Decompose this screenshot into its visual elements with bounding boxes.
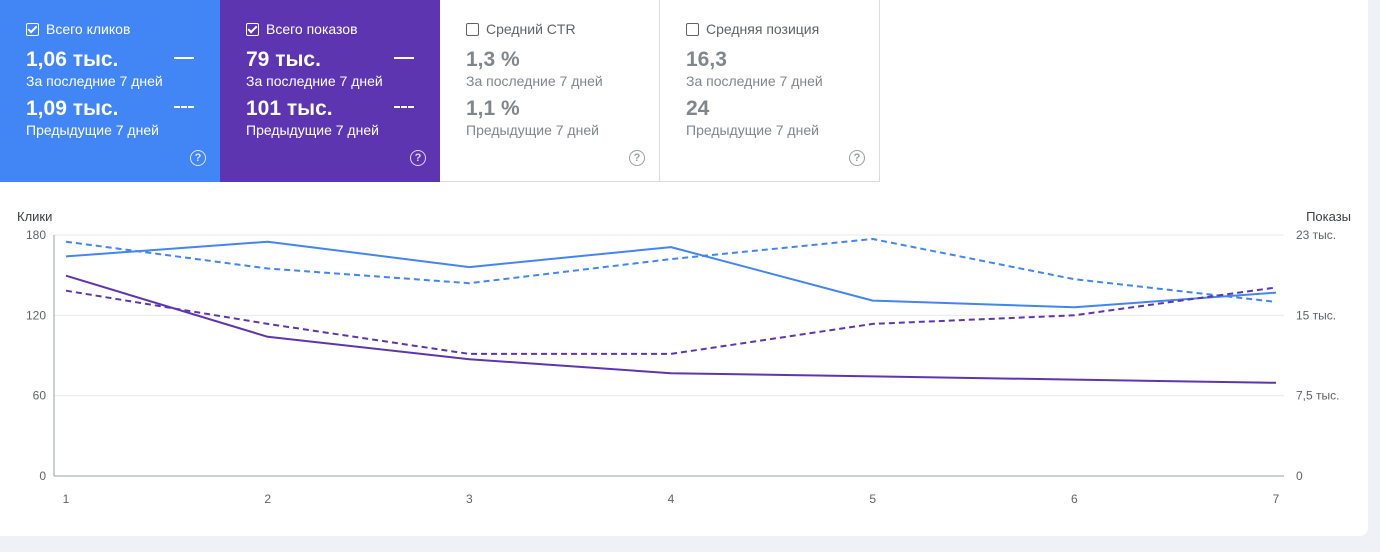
metric-card-impressions[interactable]: Всего показов 79 тыс. За последние 7 дне… xyxy=(220,0,440,182)
previous-period-label: Предыдущие 7 дней xyxy=(686,122,819,138)
card-label: Всего кликов xyxy=(46,21,131,37)
current-period-label: За последние 7 дней xyxy=(686,73,823,89)
y-right-tick-label: 7,5 тыс. xyxy=(1296,389,1339,403)
left-axis-title: Клики xyxy=(17,209,52,224)
card-label: Средний CTR xyxy=(486,21,576,37)
metric-cards: Всего кликов 1,06 тыс. За последние 7 дн… xyxy=(0,0,880,182)
x-tick-label: 3 xyxy=(466,492,473,506)
current-value: 79 тыс. xyxy=(246,48,321,71)
card-header: Средняя позиция xyxy=(686,20,879,38)
previous-value: 101 тыс. xyxy=(246,97,333,120)
metric-card-position[interactable]: Средняя позиция 16,3 За последние 7 дней… xyxy=(660,0,880,182)
solid-line-legend-icon xyxy=(394,57,414,59)
card-header: Средний CTR xyxy=(466,20,659,38)
current-period-label: За последние 7 дней xyxy=(26,73,163,89)
current-value: 1,3 % xyxy=(466,48,520,71)
previous-period-label: Предыдущие 7 дней xyxy=(246,122,379,138)
card-label: Средняя позиция xyxy=(706,21,820,37)
right-axis-title: Показы xyxy=(1306,209,1351,224)
y-right-tick-label: 15 тыс. xyxy=(1296,308,1336,322)
card-header: Всего показов xyxy=(246,20,440,38)
metric-card-clicks[interactable]: Всего кликов 1,06 тыс. За последние 7 дн… xyxy=(0,0,220,182)
performance-line-chart: Клики Показы 0 060 7,5 тыс.120 15 тыс.180 23… xyxy=(17,209,1351,506)
help-icon[interactable]: ? xyxy=(410,150,426,166)
help-icon[interactable]: ? xyxy=(629,150,645,166)
help-icon[interactable]: ? xyxy=(849,150,865,166)
x-tick-label: 6 xyxy=(1071,492,1078,506)
series-line-clicks-current xyxy=(65,240,1277,309)
current-value: 1,06 тыс. xyxy=(26,48,119,71)
previous-value: 24 xyxy=(686,97,710,120)
current-period-label: За последние 7 дней xyxy=(246,73,383,89)
checkbox-unchecked-icon[interactable] xyxy=(686,22,699,36)
previous-period-label: Предыдущие 7 дней xyxy=(466,122,599,138)
y-left-tick-label: 180 xyxy=(26,228,46,242)
y-right-tick-label: 0 xyxy=(1296,469,1303,483)
previous-period-label: Предыдущие 7 дней xyxy=(26,122,159,138)
x-tick-label: 4 xyxy=(668,492,675,506)
series-line-impressions-current xyxy=(65,274,1277,384)
checkbox-unchecked-icon[interactable] xyxy=(466,22,479,36)
performance-panel: Всего кликов 1,06 тыс. За последние 7 дн… xyxy=(0,0,1368,536)
y-left-tick-label: 60 xyxy=(33,389,47,403)
series-line-clicks-previous xyxy=(65,238,1277,303)
dashed-line-legend-icon xyxy=(174,106,194,108)
x-tick-label: 2 xyxy=(264,492,271,506)
x-tick-label: 5 xyxy=(869,492,876,506)
help-icon[interactable]: ? xyxy=(190,150,206,166)
y-left-tick-label: 120 xyxy=(26,308,46,322)
current-value: 16,3 xyxy=(686,48,727,71)
checkbox-checked-icon[interactable] xyxy=(26,22,39,36)
metric-card-ctr[interactable]: Средний CTR 1,3 % За последние 7 дней 1,… xyxy=(440,0,660,182)
solid-line-legend-icon xyxy=(174,57,194,59)
previous-value: 1,09 тыс. xyxy=(26,97,119,120)
checkbox-checked-icon[interactable] xyxy=(246,22,259,36)
current-period-label: За последние 7 дней xyxy=(466,73,603,89)
y-left-tick-label: 0 xyxy=(39,469,46,483)
y-right-tick-label: 23 тыс. xyxy=(1296,228,1336,242)
card-label: Всего показов xyxy=(266,21,358,37)
card-header: Всего кликов xyxy=(26,20,220,38)
x-tick-label: 1 xyxy=(63,492,70,506)
dashed-line-legend-icon xyxy=(394,106,414,108)
series-line-impressions-previous xyxy=(65,286,1277,355)
previous-value: 1,1 % xyxy=(466,97,520,120)
x-tick-label: 7 xyxy=(1273,492,1280,506)
